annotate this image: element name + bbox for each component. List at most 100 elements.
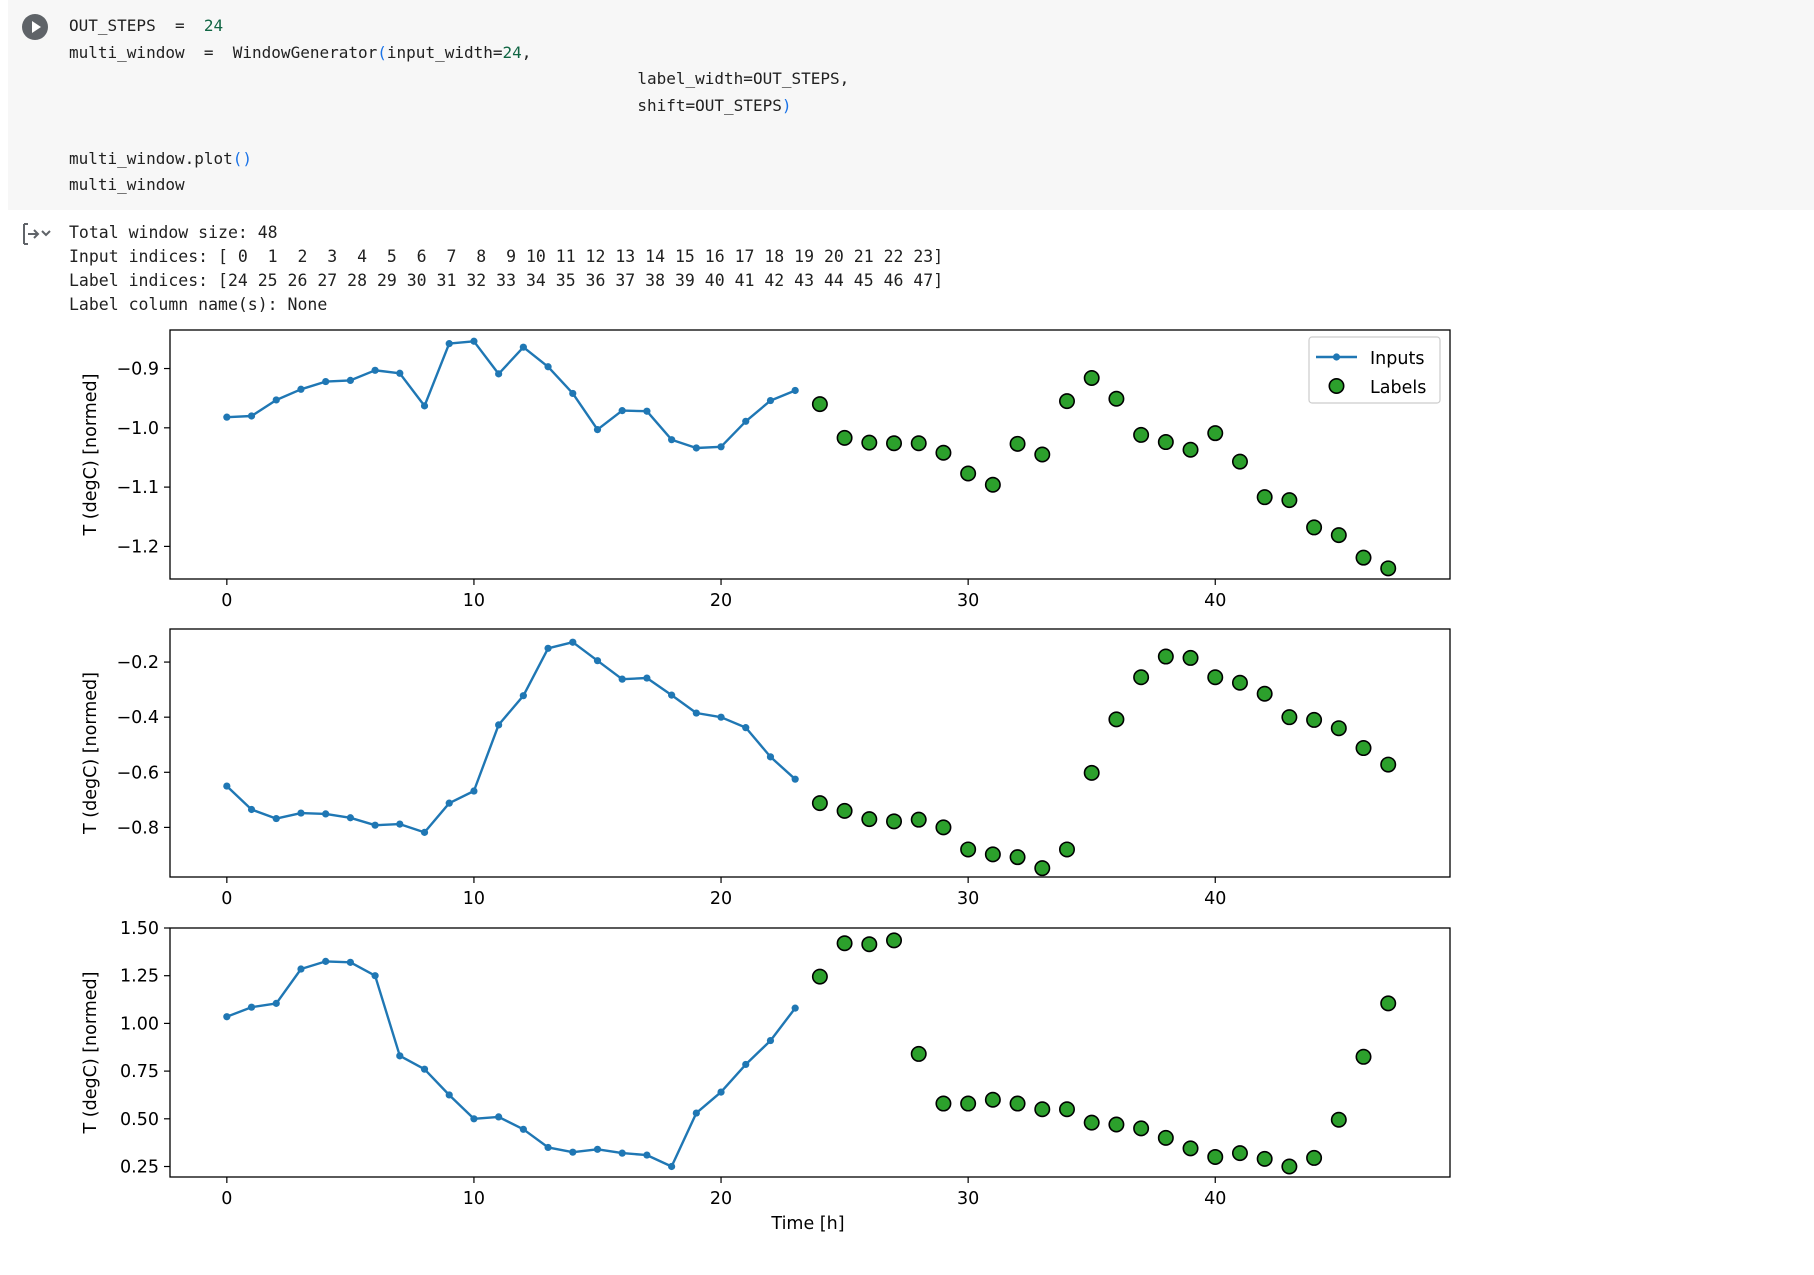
input-point	[223, 1013, 231, 1021]
label-point	[836, 802, 853, 819]
y-tick-label: 0.50	[120, 1110, 159, 1130]
code-cell[interactable]: OUT_STEPS = 24 multi_window = WindowGener…	[8, 0, 1814, 210]
label-point	[1157, 648, 1174, 665]
label-point	[910, 1045, 927, 1062]
label-point	[1182, 649, 1199, 666]
code-line-2: multi_window = WindowGenerator(input_wid…	[69, 42, 532, 62]
label-point	[811, 396, 828, 413]
input-point	[766, 1036, 775, 1045]
input-point	[396, 820, 404, 828]
label-point	[1058, 393, 1075, 410]
label-point	[811, 795, 828, 812]
code-token: =	[174, 16, 185, 35]
label-point	[861, 936, 878, 953]
y-tick-label: −0.9	[117, 360, 160, 380]
code-line-1: OUT_STEPS = 24	[69, 13, 849, 40]
input-point	[519, 692, 527, 700]
output-line: Input indices: [ 0 1 2 3 4 5 6 7 8 9 10 …	[69, 247, 944, 266]
axes-frame	[169, 628, 1451, 878]
input-point	[297, 809, 305, 817]
input-point	[593, 426, 602, 434]
input-point	[569, 638, 577, 646]
label-point	[1281, 1158, 1298, 1175]
code-token: input_width=	[386, 42, 503, 62]
input-point	[544, 644, 552, 652]
label-point	[1281, 709, 1298, 726]
input-point	[495, 370, 503, 378]
label-point	[861, 811, 878, 828]
input-point	[322, 957, 330, 965]
input-point	[643, 674, 651, 682]
label-point	[1207, 1148, 1224, 1165]
axes-frame	[169, 329, 1451, 580]
x-tick-label: 20	[710, 591, 732, 611]
label-point	[1034, 446, 1051, 463]
input-point	[371, 972, 379, 980]
y-tick-label: −1.1	[117, 478, 160, 498]
x-tick-label: 10	[463, 889, 485, 909]
input-point	[420, 828, 429, 836]
code-line-6: multi_window	[69, 172, 849, 199]
plot-area	[223, 932, 1397, 1175]
code-token: =	[203, 42, 214, 62]
output-collapse-icon	[23, 223, 51, 245]
y-tick-label: −1.2	[117, 537, 160, 557]
input-point	[519, 343, 527, 351]
subplot-2: 0 10 20 30 40 −0.2 −0.4 −0.6 −0.8 T (degC) [norme…	[81, 628, 1451, 909]
legend-labels-marker	[1328, 377, 1345, 394]
legend-inputs-marker	[1332, 353, 1341, 361]
code-editor[interactable]: OUT_STEPS = 24 multi_window = WindowGener…	[69, 13, 849, 199]
output-line: Label column name(s): None	[69, 295, 328, 314]
input-point	[593, 657, 602, 665]
label-point	[1380, 560, 1397, 577]
y-tick-label: 1.25	[120, 967, 159, 987]
y-tick-label: 0.25	[120, 1158, 159, 1178]
x-tick-label: 20	[710, 1189, 732, 1209]
input-point	[470, 337, 478, 345]
input-point	[643, 407, 651, 415]
label-point	[1133, 1120, 1150, 1137]
input-point	[445, 799, 453, 807]
label-point	[1083, 764, 1100, 781]
label-point	[935, 1095, 952, 1112]
label-point	[1306, 711, 1323, 728]
input-point	[593, 1145, 602, 1153]
window-plot-figure: 0 10 20 30 40 −0.9 −1.0 −1.1 −1.2 T (degC) [norme…	[81, 329, 1451, 1234]
legend-label-inputs: Inputs	[1370, 349, 1424, 369]
label-point	[886, 435, 903, 452]
code-line-4: shift=OUT_STEPS)	[69, 93, 849, 120]
label-point	[836, 429, 853, 446]
label-point	[1380, 756, 1397, 773]
input-point	[272, 814, 280, 823]
input-point	[618, 1149, 626, 1157]
input-point	[766, 753, 775, 761]
code-token: shift=OUT_STEPS	[637, 95, 782, 115]
input-point	[322, 810, 330, 818]
output-toggle-button[interactable]	[20, 221, 52, 247]
input-point	[420, 402, 429, 410]
label-point	[1355, 549, 1372, 566]
code-token: ()	[232, 148, 253, 168]
code-line-3: label_width=OUT_STEPS,	[69, 66, 849, 93]
input-point	[445, 340, 453, 348]
label-point	[1231, 453, 1248, 470]
label-point	[935, 444, 952, 461]
input-point	[668, 436, 676, 444]
input-point	[519, 1125, 527, 1133]
input-point	[297, 965, 305, 973]
input-point	[371, 366, 379, 374]
x-tick-label: 0	[221, 591, 232, 611]
label-point	[861, 434, 878, 451]
label-point	[1034, 1101, 1051, 1118]
label-point	[935, 819, 952, 836]
label-point	[1009, 849, 1026, 866]
subplot-1: 0 10 20 30 40 −0.9 −1.0 −1.1 −1.2 T (degC) [norme…	[81, 329, 1451, 611]
input-point	[742, 1060, 750, 1069]
run-cell-button[interactable]	[22, 14, 48, 40]
plot-area	[223, 337, 1397, 577]
x-tick-label: 30	[957, 591, 979, 611]
input-point	[618, 407, 626, 415]
axes-frame	[169, 927, 1451, 1178]
output-line: Label indices: [24 25 26 27 28 29 30 31 …	[69, 271, 944, 290]
x-tick-label: 40	[1204, 1189, 1226, 1209]
